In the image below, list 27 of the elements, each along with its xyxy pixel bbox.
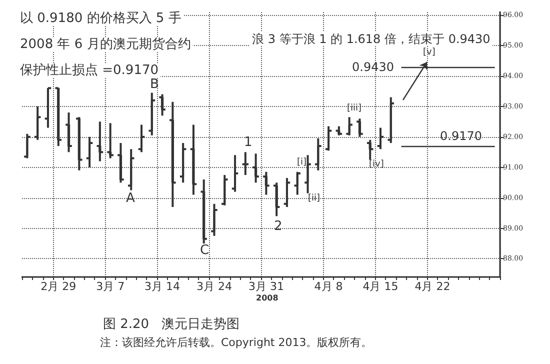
- x-tick-label: 4月 8: [314, 280, 343, 293]
- annotation: [v]: [423, 48, 436, 58]
- annotation: 0.9170: [440, 129, 482, 143]
- text: 注：该图经允许后转载。Copyright 2013。版权所有。: [100, 336, 372, 349]
- annotation: A: [126, 191, 135, 206]
- x-tick-label: 3月 31: [248, 280, 284, 293]
- x-tick-label: 2月 29: [40, 280, 76, 293]
- text: 2008: [256, 294, 279, 302]
- annotation: [iii]: [347, 104, 362, 114]
- annotation: C: [200, 243, 210, 258]
- annotation: [iv]: [369, 160, 384, 170]
- x-tick-label: 4月 22: [414, 280, 450, 293]
- annotation: 2: [274, 219, 282, 234]
- annotation: 2008 年 6 月的澳元期货合约: [20, 37, 191, 52]
- x-tick-label: 3月 7: [96, 280, 125, 293]
- x-tick-label: 3月 14: [144, 280, 180, 293]
- x-tick-label: 4月 15: [362, 280, 398, 293]
- annotation: 1: [244, 135, 252, 150]
- annotation: 保护性止损点 =0.9170: [20, 63, 159, 78]
- annotation: B: [150, 77, 159, 92]
- text: 图 2.20 澳元日走势图: [103, 317, 240, 332]
- annotation: 浪 3 等于浪 1 的 1.618 倍，结束于 0.9430: [252, 32, 490, 46]
- x-tick-label: 3月 24: [196, 280, 232, 293]
- annotation: [i]: [297, 158, 307, 168]
- annotation: 以 0.9180 的价格买入 5 手: [20, 11, 182, 26]
- annotation: [ii]: [308, 194, 320, 204]
- annotation: 0.9430: [352, 60, 394, 74]
